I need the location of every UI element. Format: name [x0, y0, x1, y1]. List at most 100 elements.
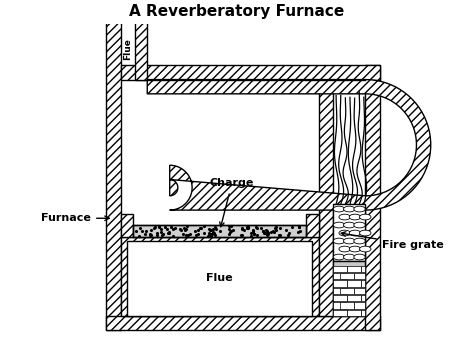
Point [262, 227, 270, 233]
Ellipse shape [339, 214, 350, 220]
Point [186, 231, 194, 237]
Point [264, 230, 272, 236]
Bar [333, 261, 365, 316]
Point [260, 228, 267, 234]
Point [179, 231, 186, 237]
Ellipse shape [339, 246, 350, 252]
Point [267, 229, 275, 235]
Point [205, 232, 213, 237]
Bar [333, 280, 347, 287]
Point [295, 224, 302, 230]
Point [192, 232, 200, 237]
Point [158, 232, 166, 237]
Point [229, 227, 237, 233]
Bar [361, 280, 365, 287]
Point [164, 230, 172, 236]
Point [260, 230, 268, 235]
Bar [333, 273, 347, 279]
Bar [340, 288, 354, 294]
Point [183, 224, 191, 229]
Point [296, 224, 303, 229]
Point [157, 229, 165, 234]
Point [228, 223, 235, 229]
Point [247, 230, 255, 235]
Point [244, 224, 251, 229]
Bar [340, 302, 354, 309]
Ellipse shape [344, 254, 355, 260]
Point [191, 228, 199, 234]
Point [227, 228, 235, 234]
Point [243, 224, 251, 230]
Bar [135, 4, 147, 80]
Bar [107, 316, 380, 331]
Point [155, 224, 163, 229]
Point [210, 226, 217, 232]
Point [251, 231, 258, 237]
Point [209, 229, 217, 234]
Point [135, 233, 143, 239]
Point [207, 231, 214, 237]
Point [161, 224, 169, 229]
Point [141, 231, 149, 237]
Ellipse shape [360, 230, 371, 236]
Bar [333, 288, 347, 294]
Text: Charge: Charge [210, 179, 254, 227]
Point [264, 233, 271, 238]
Bar [107, 4, 121, 331]
Bar [121, 214, 133, 237]
Point [264, 231, 272, 237]
Point [250, 231, 257, 236]
Point [261, 230, 268, 236]
Point [153, 232, 161, 237]
Point [254, 232, 261, 237]
Point [263, 230, 271, 236]
Point [272, 224, 280, 230]
Point [226, 229, 234, 235]
Bar [340, 273, 354, 279]
Point [147, 227, 155, 233]
Point [200, 223, 208, 229]
Bar [361, 310, 365, 316]
Point [197, 225, 204, 230]
Point [142, 228, 150, 234]
Point [138, 228, 146, 234]
Point [206, 226, 213, 232]
Point [211, 224, 219, 230]
Point [182, 232, 190, 238]
Ellipse shape [360, 214, 371, 220]
Point [159, 231, 167, 237]
Bar [133, 225, 306, 237]
Ellipse shape [354, 238, 365, 244]
Point [146, 232, 154, 237]
Ellipse shape [360, 246, 371, 252]
Bar [361, 295, 365, 301]
Bar [354, 302, 365, 309]
Point [182, 226, 190, 231]
Point [177, 228, 185, 233]
Point [165, 229, 173, 235]
Point [253, 224, 260, 230]
Point [205, 230, 213, 236]
Title: A Reverberatory Furnace: A Reverberatory Furnace [129, 4, 345, 19]
Ellipse shape [339, 230, 350, 236]
Point [206, 227, 214, 233]
Ellipse shape [344, 222, 355, 228]
Ellipse shape [344, 238, 355, 244]
Text: Fire grate: Fire grate [341, 232, 444, 250]
Text: Furnace: Furnace [41, 213, 109, 223]
Point [245, 225, 252, 231]
Bar [333, 204, 365, 261]
Bar [347, 266, 361, 272]
Point [176, 226, 184, 232]
Point [239, 225, 246, 231]
Point [184, 233, 191, 238]
Point [244, 225, 251, 231]
Bar [333, 302, 347, 309]
Point [271, 225, 279, 231]
Point [238, 232, 246, 238]
Point [257, 225, 265, 230]
Point [225, 226, 233, 232]
Point [294, 229, 301, 235]
Point [238, 226, 246, 231]
Bar [121, 237, 319, 316]
